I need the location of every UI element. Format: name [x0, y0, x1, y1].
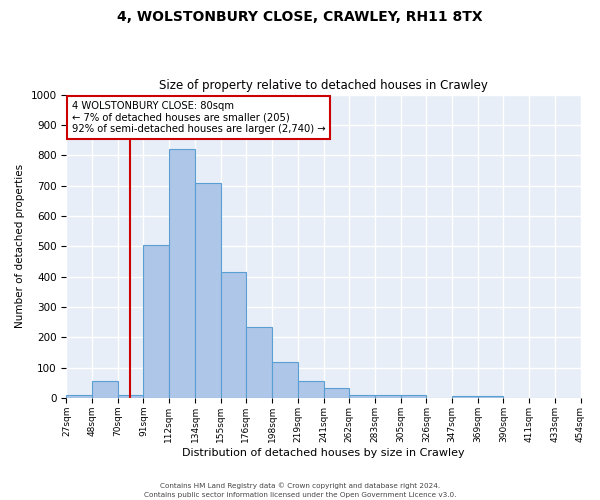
Bar: [349, 395, 374, 398]
Bar: [324, 388, 349, 398]
Bar: [374, 395, 401, 398]
Bar: [221, 272, 246, 398]
Text: 4 WOLSTONBURY CLOSE: 80sqm
← 7% of detached houses are smaller (205)
92% of semi: 4 WOLSTONBURY CLOSE: 80sqm ← 7% of detac…: [71, 100, 325, 134]
Text: Contains HM Land Registry data © Crown copyright and database right 2024.: Contains HM Land Registry data © Crown c…: [160, 482, 440, 489]
Title: Size of property relative to detached houses in Crawley: Size of property relative to detached ho…: [159, 79, 488, 92]
X-axis label: Distribution of detached houses by size in Crawley: Distribution of detached houses by size …: [182, 448, 465, 458]
Bar: [169, 149, 195, 398]
Bar: [246, 327, 272, 398]
Text: 4, WOLSTONBURY CLOSE, CRAWLEY, RH11 8TX: 4, WOLSTONBURY CLOSE, CRAWLEY, RH11 8TX: [117, 10, 483, 24]
Bar: [195, 182, 221, 398]
Bar: [272, 362, 298, 398]
Bar: [67, 395, 92, 398]
Bar: [478, 396, 503, 398]
Bar: [143, 244, 169, 398]
Text: Contains public sector information licensed under the Open Government Licence v3: Contains public sector information licen…: [144, 492, 456, 498]
Bar: [92, 381, 118, 398]
Bar: [118, 395, 143, 398]
Bar: [401, 395, 427, 398]
Bar: [298, 381, 324, 398]
Bar: [452, 396, 478, 398]
Y-axis label: Number of detached properties: Number of detached properties: [15, 164, 25, 328]
